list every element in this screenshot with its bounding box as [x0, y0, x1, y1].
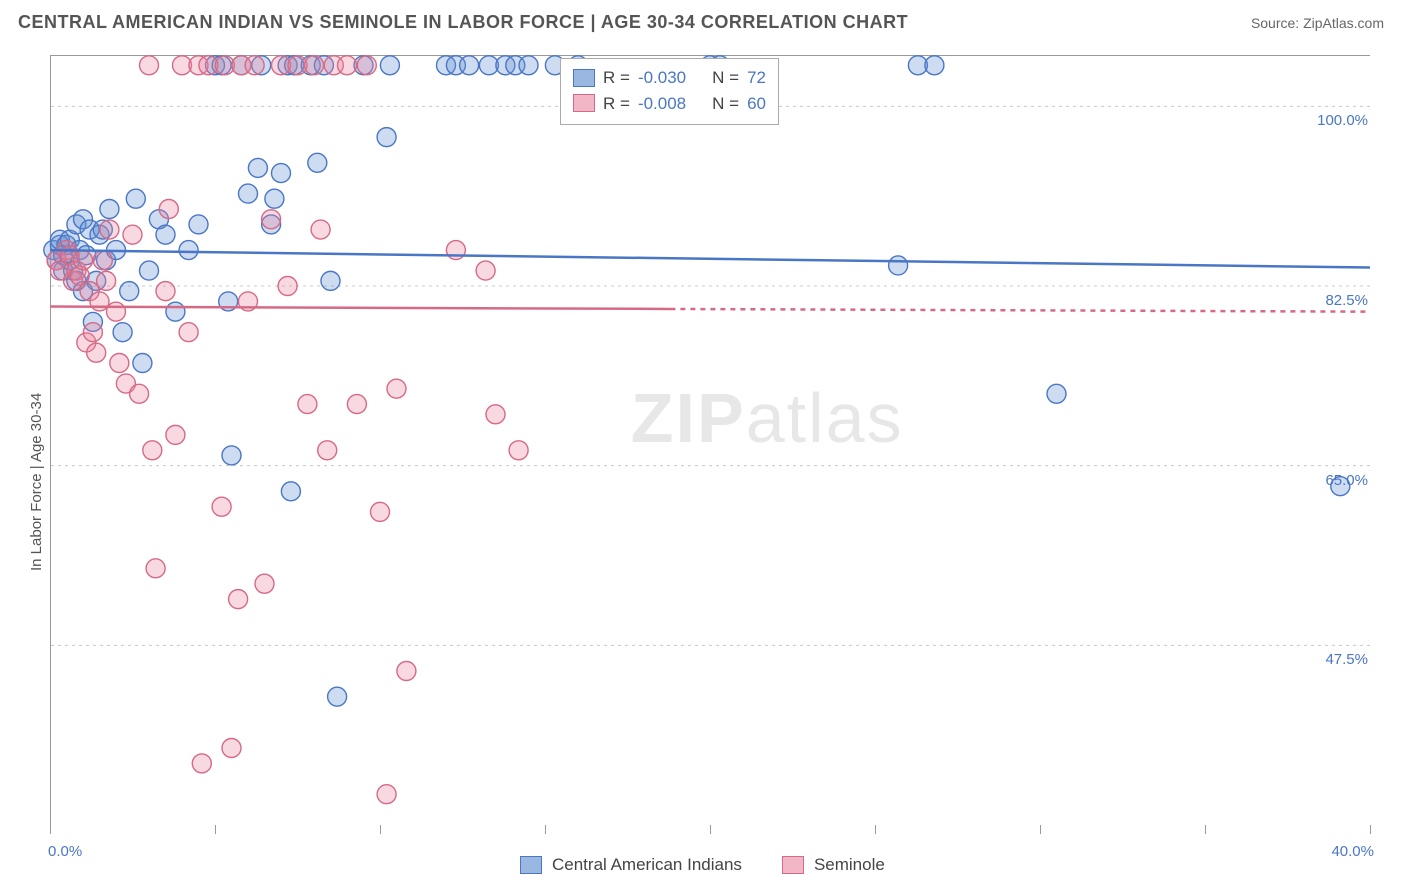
r-value-cai: -0.030: [638, 65, 686, 91]
y-tick-label: 100.0%: [1290, 112, 1368, 129]
r-value-sem: -0.008: [638, 91, 686, 117]
plot-svg: [0, 0, 1406, 892]
x-tick-mark: [380, 825, 381, 834]
r-prefix: R =: [603, 65, 630, 91]
x-tick-label: 0.0%: [48, 843, 82, 860]
swatch-cai: [573, 69, 595, 87]
legend-label-sem: Seminole: [814, 855, 885, 875]
legend-item-cai: Central American Indians: [520, 855, 742, 875]
legend-item-sem: Seminole: [782, 855, 885, 875]
stat-row-cai: R = -0.030 N = 72: [573, 65, 766, 91]
n-prefix: N =: [712, 91, 739, 117]
x-tick-mark: [875, 825, 876, 834]
legend: Central American Indians Seminole: [520, 855, 885, 875]
legend-swatch-cai: [520, 856, 542, 874]
legend-label-cai: Central American Indians: [552, 855, 742, 875]
correlation-box: R = -0.030 N = 72 R = -0.008 N = 60: [560, 58, 779, 125]
x-tick-mark: [215, 825, 216, 834]
y-tick-label: 65.0%: [1290, 472, 1368, 489]
x-tick-mark: [1370, 825, 1371, 834]
n-prefix: N =: [712, 65, 739, 91]
n-value-sem: 60: [747, 91, 766, 117]
stat-row-sem: R = -0.008 N = 60: [573, 91, 766, 117]
n-value-cai: 72: [747, 65, 766, 91]
swatch-sem: [573, 94, 595, 112]
y-tick-label: 82.5%: [1290, 292, 1368, 309]
x-tick-mark: [1205, 825, 1206, 834]
x-tick-label: 40.0%: [1331, 843, 1374, 860]
x-tick-mark: [545, 825, 546, 834]
legend-swatch-sem: [782, 856, 804, 874]
r-prefix: R =: [603, 91, 630, 117]
y-tick-label: 47.5%: [1290, 651, 1368, 668]
x-tick-mark: [710, 825, 711, 834]
x-tick-mark: [1040, 825, 1041, 834]
x-tick-mark: [50, 825, 51, 834]
